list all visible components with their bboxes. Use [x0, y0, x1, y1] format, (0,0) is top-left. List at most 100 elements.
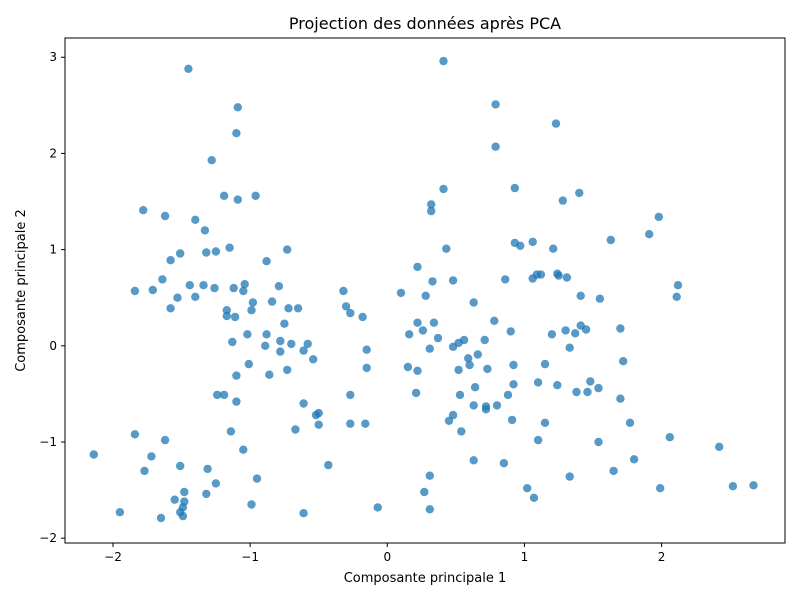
scatter-point: [156, 513, 166, 523]
scatter-point: [232, 397, 241, 406]
scatter-point: [203, 464, 212, 474]
scatter-point: [581, 325, 591, 334]
scatter-point: [362, 345, 371, 354]
scatter-point: [130, 430, 140, 439]
scatter-point: [583, 387, 592, 397]
scatter-point: [191, 215, 200, 224]
scatter-point: [594, 383, 603, 393]
scatter-point: [184, 64, 193, 74]
scatter-point: [421, 291, 430, 300]
scatter-point: [480, 335, 489, 345]
scatter-point: [506, 327, 515, 336]
scatter-point: [509, 360, 518, 370]
plot-frame: [64, 37, 786, 544]
scatter-point: [276, 347, 285, 356]
scatter-point: [656, 484, 665, 493]
scatter-point: [455, 390, 465, 400]
scatter-point: [267, 297, 277, 306]
scatter-point: [413, 262, 422, 272]
scatter-point: [233, 103, 242, 112]
scatter-point: [483, 364, 492, 374]
scatter-point: [232, 371, 241, 380]
scatter-point: [202, 489, 211, 499]
scatter-point: [247, 306, 256, 315]
scatter-point: [229, 283, 238, 293]
scatter-point: [210, 283, 219, 293]
scatter-point: [265, 370, 274, 379]
scatter-point: [283, 245, 292, 254]
scatter-point: [533, 435, 543, 445]
scatter-point: [586, 377, 595, 386]
scatter-point: [314, 408, 323, 418]
scatter-point: [442, 244, 451, 253]
scatter-point: [425, 471, 434, 480]
points-layer: [89, 56, 758, 523]
scatter-point: [403, 362, 413, 372]
scatter-point: [503, 390, 513, 400]
scatter-point: [553, 381, 562, 390]
scatter-point: [411, 388, 421, 398]
scatter-point: [239, 286, 248, 296]
scatter-point: [469, 456, 478, 465]
scatter-point: [547, 330, 557, 339]
scatter-point: [595, 294, 605, 303]
y-tick-label: −2: [39, 531, 57, 545]
scatter-point: [428, 277, 437, 286]
scatter-point: [749, 481, 758, 490]
scatter-point: [645, 230, 654, 239]
scatter-point: [491, 100, 500, 109]
scatter-point: [396, 288, 406, 298]
scatter-point: [554, 271, 563, 280]
scatter-point: [420, 487, 429, 497]
scatter-point: [222, 311, 231, 321]
scatter-point: [444, 416, 454, 425]
y-tick-label: 0: [49, 339, 57, 353]
y-tick-label: 3: [49, 50, 57, 64]
scatter-point: [185, 281, 194, 290]
scatter-point: [473, 350, 482, 359]
scatter-point: [233, 195, 242, 204]
scatter-point: [274, 282, 284, 291]
scatter-point: [346, 390, 355, 400]
scatter-point: [565, 472, 574, 481]
x-axis-ticks: −2 −1 0 1 2: [104, 543, 665, 564]
scatter-point: [166, 256, 175, 265]
scatter-point: [540, 359, 550, 369]
scatter-point: [672, 292, 681, 301]
scatter-point: [481, 405, 491, 414]
scatter-point: [240, 280, 249, 289]
scatter-point: [262, 257, 271, 266]
scatter-point: [625, 418, 635, 427]
scatter-point: [232, 129, 241, 138]
y-axis-label: Composante principale 2: [14, 209, 29, 372]
scatter-point: [225, 243, 234, 252]
scatter-point: [299, 509, 308, 518]
scatter-point: [616, 324, 625, 333]
scatter-point: [115, 508, 125, 517]
scatter-point: [609, 466, 618, 476]
scatter-point: [673, 281, 683, 290]
scatter-point: [170, 495, 179, 504]
scatter-point: [291, 425, 300, 434]
scatter-point: [528, 237, 537, 247]
x-tick-label: 2: [658, 550, 666, 564]
scatter-point: [252, 474, 262, 483]
scatter-point: [492, 401, 502, 410]
scatter-point: [405, 330, 414, 339]
scatter-point: [202, 248, 211, 257]
scatter-point: [178, 511, 188, 521]
scatter-point: [148, 285, 157, 295]
scatter-point: [433, 333, 443, 343]
scatter-point: [448, 276, 458, 285]
scatter-point: [457, 427, 466, 436]
scatter-point: [211, 247, 221, 256]
scatter-point: [540, 418, 550, 427]
scatter-point: [176, 461, 185, 471]
scatter-point: [551, 119, 561, 128]
scatter-point: [293, 304, 303, 313]
y-tick-label: 1: [49, 243, 57, 257]
scatter-point: [248, 298, 258, 307]
scatter-point: [219, 191, 229, 200]
scatter-point: [283, 365, 292, 375]
